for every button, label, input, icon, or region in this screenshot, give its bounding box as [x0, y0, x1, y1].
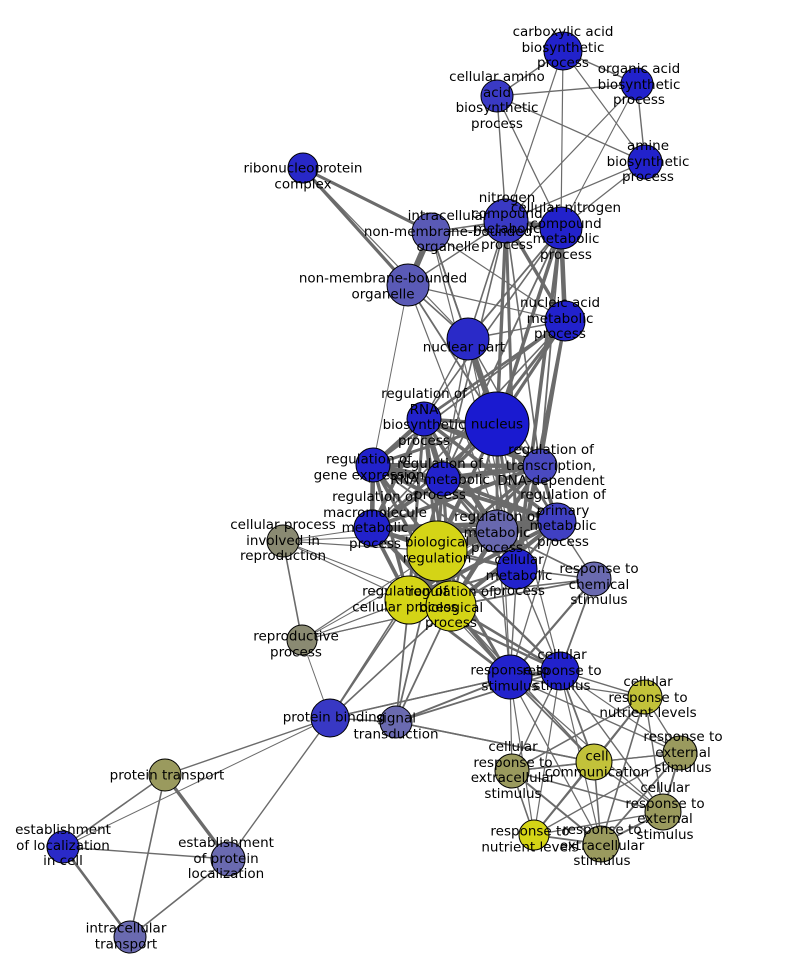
graph-edge	[369, 519, 560, 531]
graph-edge	[164, 717, 331, 776]
graph-edge	[62, 846, 229, 860]
graph-edge	[395, 670, 561, 723]
graph-edge	[467, 227, 562, 340]
graph-node[interactable]	[582, 825, 620, 863]
graph-node[interactable]	[287, 152, 319, 184]
graph-node[interactable]	[425, 580, 477, 632]
graph-edge	[509, 676, 664, 813]
graph-edge	[600, 696, 646, 845]
graph-node[interactable]	[210, 841, 246, 877]
graph-edge	[422, 319, 567, 421]
graph-edge	[407, 284, 566, 322]
graph-edge	[559, 670, 664, 813]
graph-node[interactable]	[353, 509, 391, 547]
graph-edge	[371, 463, 559, 524]
graph-node[interactable]	[355, 447, 391, 483]
graph-edge	[62, 717, 331, 848]
graph-node[interactable]	[575, 743, 613, 781]
graph-node[interactable]	[544, 300, 586, 342]
graph-edge	[129, 858, 229, 938]
graph-edge	[560, 83, 638, 229]
graph-node[interactable]	[384, 575, 434, 625]
graph-edge	[644, 696, 664, 813]
graph-node[interactable]	[576, 561, 612, 597]
graph-edge	[505, 83, 638, 222]
graph-edge	[562, 50, 646, 163]
graph-edge	[129, 774, 166, 938]
graph-node[interactable]	[496, 548, 538, 590]
nodes-layer	[46, 31, 698, 954]
graph-node[interactable]	[475, 509, 519, 553]
graph-edge	[495, 219, 508, 426]
graph-edge	[600, 752, 681, 845]
graph-node[interactable]	[425, 461, 461, 497]
graph-node[interactable]	[286, 624, 318, 656]
graph-edge	[509, 676, 535, 836]
graph-edge	[533, 752, 681, 836]
graph-edge	[511, 770, 664, 813]
graph-node[interactable]	[620, 67, 654, 101]
graph-edge	[370, 462, 543, 469]
graph-node[interactable]	[537, 502, 577, 542]
graph-edge	[371, 463, 499, 533]
graph-edge	[282, 540, 303, 641]
graph-edge	[496, 95, 562, 229]
edges-layer	[61, 50, 681, 939]
graph-node[interactable]	[310, 698, 350, 738]
graph-edge	[495, 226, 563, 426]
graph-node[interactable]	[406, 520, 468, 582]
graph-node[interactable]	[543, 31, 583, 71]
graph-node[interactable]	[539, 206, 583, 250]
graph-edge	[301, 166, 433, 234]
graph-edge	[227, 717, 331, 860]
graph-node[interactable]	[644, 793, 682, 831]
graph-node[interactable]	[483, 198, 529, 244]
graph-edge	[372, 320, 566, 466]
graph-edge	[496, 530, 511, 678]
graph-node[interactable]	[522, 448, 558, 484]
graph-node[interactable]	[540, 651, 580, 691]
graph-node[interactable]	[266, 524, 300, 558]
graph-node[interactable]	[627, 679, 663, 715]
graph-node[interactable]	[518, 819, 550, 851]
graph-node[interactable]	[379, 705, 413, 739]
graph-node[interactable]	[662, 735, 698, 771]
graph-node[interactable]	[46, 830, 80, 864]
graph-edge	[533, 811, 664, 836]
graph-edge	[370, 464, 542, 530]
graph-node[interactable]	[494, 753, 530, 789]
graph-node[interactable]	[446, 317, 490, 361]
graph-node[interactable]	[480, 79, 514, 113]
graph-node[interactable]	[148, 758, 182, 792]
graph-node[interactable]	[406, 401, 442, 437]
graph-node[interactable]	[386, 263, 430, 307]
graph-edge	[329, 676, 511, 719]
graph-edge	[559, 670, 681, 754]
graph-node[interactable]	[411, 212, 451, 252]
graph-edge	[496, 95, 646, 163]
graph-edge	[509, 676, 602, 845]
graph-edge	[560, 50, 564, 229]
graph-edge	[496, 83, 638, 97]
graph-edge	[505, 161, 646, 222]
graph-edge	[329, 605, 452, 719]
graph-edge	[301, 166, 410, 287]
graph-edge	[302, 167, 469, 340]
graph-edge	[511, 770, 602, 845]
graph-edge	[61, 845, 132, 939]
graph-edge	[509, 521, 558, 678]
graph-edge	[395, 721, 595, 763]
graph-node[interactable]	[113, 920, 147, 954]
graph-node[interactable]	[487, 654, 533, 700]
graph-edge	[372, 284, 409, 466]
graph-edge	[62, 774, 166, 848]
graph-edge	[496, 423, 561, 672]
graph-node[interactable]	[627, 144, 663, 180]
graph-node[interactable]	[464, 391, 530, 457]
graph-edge	[505, 50, 564, 222]
graph-edge	[511, 696, 646, 772]
graph-edge	[430, 231, 566, 322]
